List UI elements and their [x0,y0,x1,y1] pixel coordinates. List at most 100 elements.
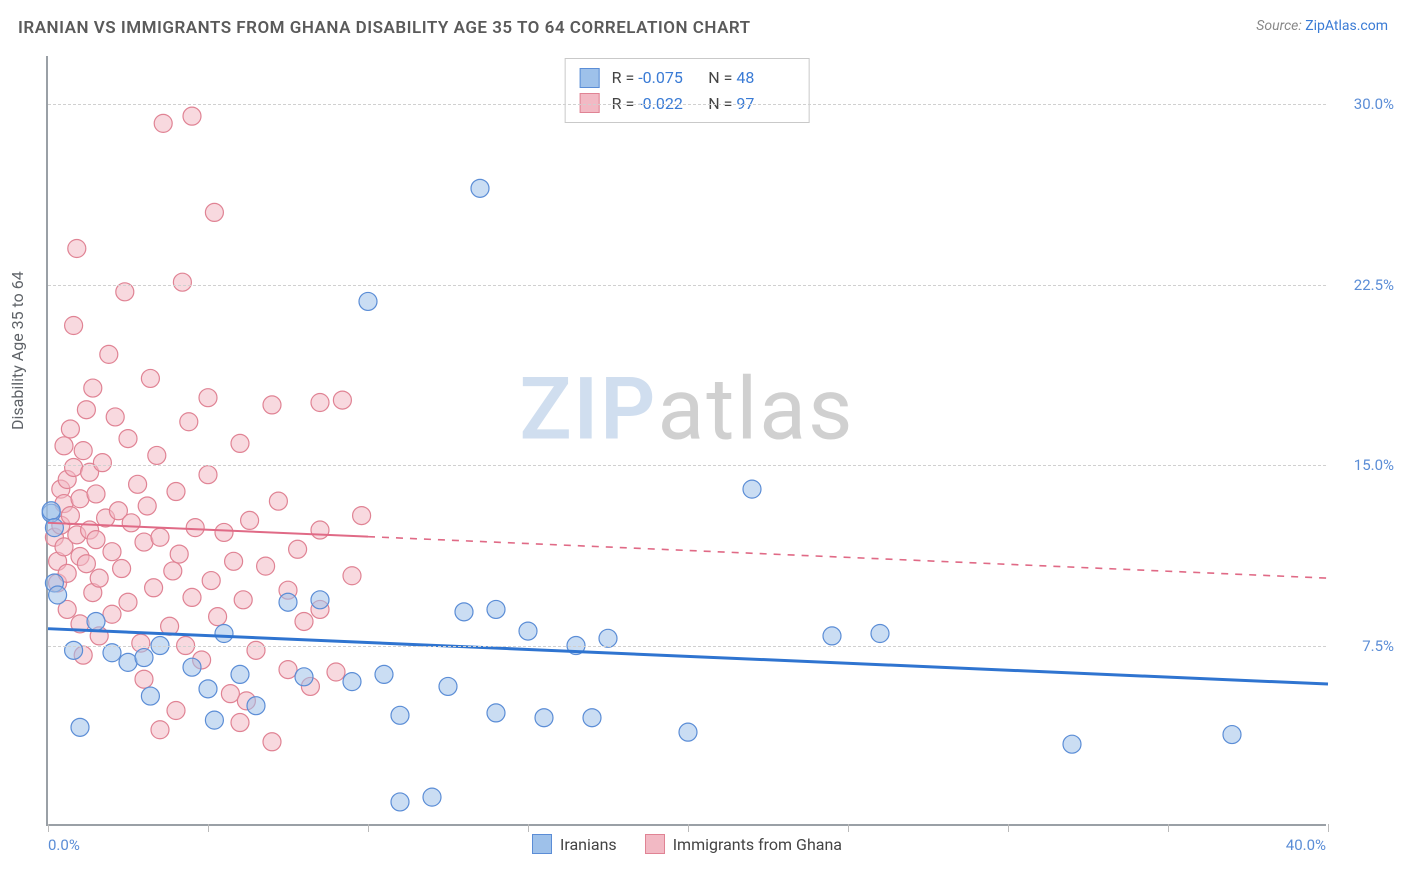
x-tick [1168,824,1169,832]
data-point [55,437,73,455]
data-point [180,413,198,431]
data-point [103,543,121,561]
data-point [225,552,243,570]
data-point [100,345,118,363]
data-point [148,446,166,464]
data-point [205,203,223,221]
data-point [113,560,131,578]
gridline [48,646,1326,647]
data-point [186,519,204,537]
data-point [151,721,169,739]
data-point [199,466,217,484]
data-point [119,430,137,448]
data-point [269,492,287,510]
data-point [295,668,313,686]
data-point [343,567,361,585]
data-point [122,514,140,532]
series-legend: Iranians Immigrants from Ghana [532,834,842,854]
data-point [519,622,537,640]
y-tick-label: 22.5% [1334,276,1394,294]
data-point [61,507,79,525]
data-point [61,420,79,438]
data-point [583,709,601,727]
x-tick [848,824,849,832]
data-point [353,507,371,525]
data-point [209,608,227,626]
data-point [135,649,153,667]
data-point [202,572,220,590]
data-point [138,497,156,515]
data-point [167,483,185,501]
x-axis-min-label: 0.0% [48,836,80,854]
data-point [311,521,329,539]
data-point [77,401,95,419]
data-point [279,593,297,611]
data-point [183,588,201,606]
chart-title: IRANIAN VS IMMIGRANTS FROM GHANA DISABIL… [18,18,751,38]
x-tick [688,824,689,832]
data-point [77,555,95,573]
r-value: -0.075 [638,65,696,91]
data-point [42,502,60,520]
data-point [145,579,163,597]
data-point [119,653,137,671]
data-point [135,670,153,688]
data-point [343,673,361,691]
data-point [279,661,297,679]
swatch-icon [532,834,552,854]
scatter-svg [48,56,1326,824]
legend-label: Immigrants from Ghana [673,835,842,854]
gridline [48,285,1326,286]
data-point [87,531,105,549]
plot-area: ZIPatlas 0.0% 40.0% R = -0.075 N = 48 R … [46,56,1326,826]
data-point [311,591,329,609]
data-point [263,396,281,414]
data-point [90,569,108,587]
data-point [65,641,83,659]
x-tick [208,824,209,832]
data-point [455,603,473,621]
source-label: Source: [1256,18,1301,34]
data-point [471,179,489,197]
data-point [49,586,67,604]
x-tick [1008,824,1009,832]
data-point [141,369,159,387]
data-point [164,562,182,580]
data-point [679,723,697,741]
source-link[interactable]: ZipAtlas.com [1305,18,1388,34]
data-point [205,711,223,729]
data-point [183,107,201,125]
data-point [295,612,313,630]
data-point [871,625,889,643]
data-point [375,665,393,683]
data-point [311,394,329,412]
y-tick-label: 15.0% [1334,456,1394,474]
data-point [65,317,83,335]
x-tick [48,824,49,832]
data-point [129,475,147,493]
data-point [87,485,105,503]
data-point [103,605,121,623]
data-point [167,702,185,720]
data-point [154,114,172,132]
data-point [119,593,137,611]
data-point [241,511,259,529]
data-point [391,706,409,724]
x-tick [368,824,369,832]
data-point [141,687,159,705]
stats-row: R = -0.075 N = 48 [580,65,795,91]
trendline-extension [368,537,1328,579]
data-point [93,454,111,472]
data-point [65,458,83,476]
data-point [221,685,239,703]
swatch-icon [645,834,665,854]
y-axis-label: Disability Age 35 to 64 [8,271,27,430]
data-point [231,714,249,732]
data-point [391,793,409,811]
gridline [48,465,1326,466]
data-point [1223,726,1241,744]
data-point [1063,735,1081,753]
gridline [48,104,1326,105]
legend-item: Iranians [532,834,617,854]
data-point [215,625,233,643]
